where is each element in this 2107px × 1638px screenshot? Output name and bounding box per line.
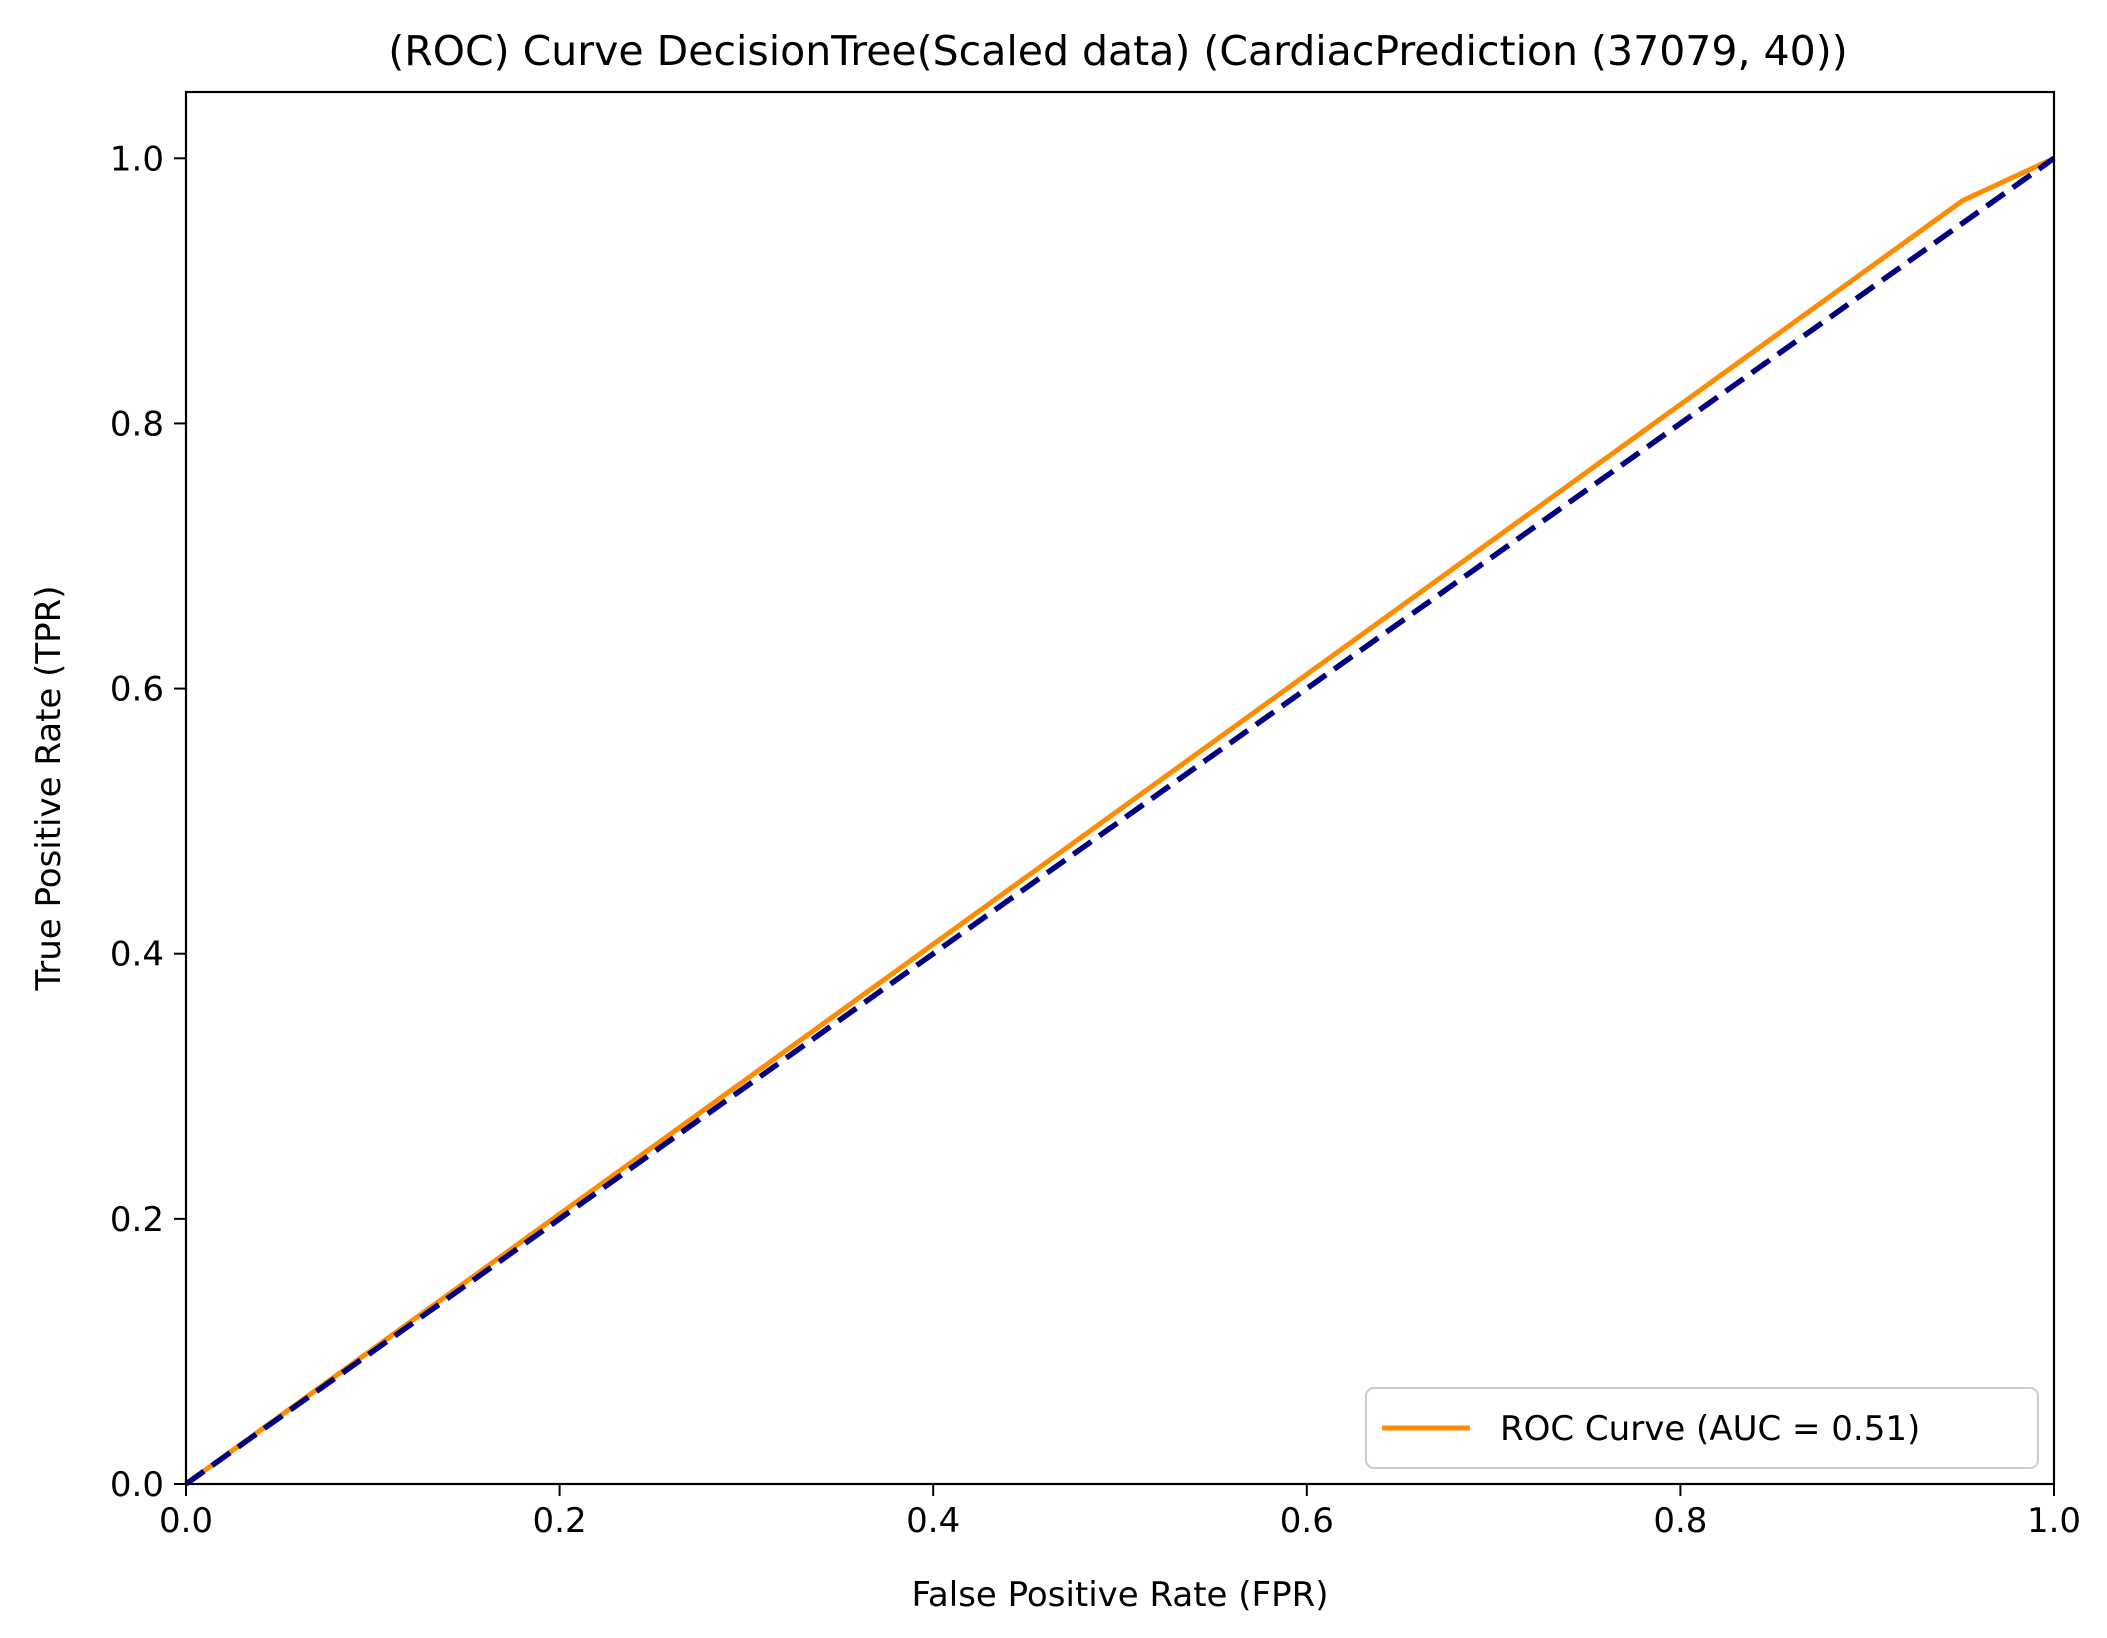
chart-title: (ROC) Curve DecisionTree(Scaled data) (C… xyxy=(388,27,1847,75)
x-tick-label: 0.8 xyxy=(1653,1501,1707,1541)
plot-frame xyxy=(184,90,2056,1486)
legend-box xyxy=(1365,1387,2039,1469)
x-axis-ticks: 0.0 0.2 0.4 0.6 0.8 1.0 xyxy=(159,1484,2081,1541)
y-tick-label: 0.6 xyxy=(110,670,164,710)
roc-curve-line xyxy=(184,156,2056,1487)
x-tick-label: 0.6 xyxy=(1280,1501,1334,1541)
x-tick-label: 0.2 xyxy=(533,1501,587,1541)
x-tick-label: 0.4 xyxy=(906,1501,960,1541)
legend-label-roc: ROC Curve (AUC = 0.51) xyxy=(1500,1409,1920,1449)
diagonal-reference-line xyxy=(184,156,2056,1487)
series-layer xyxy=(184,156,2056,1487)
y-tick-label: 0.2 xyxy=(110,1200,164,1240)
x-axis-label: False Positive Rate (FPR) xyxy=(911,1575,1328,1615)
y-tick-label: 0.4 xyxy=(110,935,164,975)
x-tick-label: 0.0 xyxy=(159,1501,213,1541)
y-axis-ticks: 0.0 0.2 0.4 0.6 0.8 1.0 xyxy=(110,139,186,1505)
legend: ROC Curve (AUC = 0.51) xyxy=(1365,1387,2039,1469)
y-axis-label: True Positive Rate (TPR) xyxy=(29,585,69,991)
y-tick-label: 0.0 xyxy=(110,1465,164,1505)
y-tick-label: 0.8 xyxy=(110,404,164,444)
y-tick-label: 1.0 xyxy=(110,139,164,179)
x-tick-label: 1.0 xyxy=(2027,1501,2081,1541)
